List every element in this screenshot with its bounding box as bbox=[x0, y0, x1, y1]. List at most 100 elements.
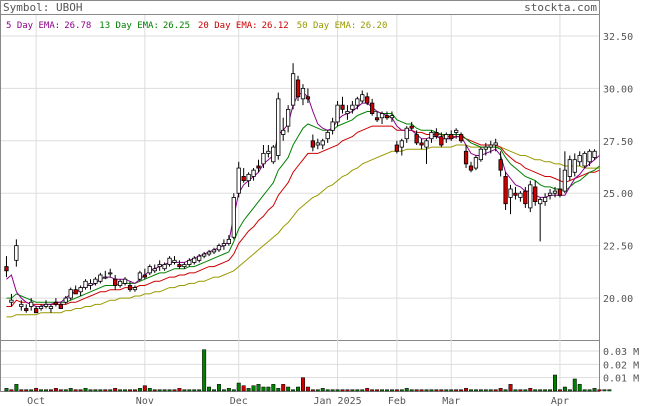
volume-bar bbox=[548, 389, 553, 392]
candle bbox=[350, 100, 355, 114]
candle bbox=[14, 239, 19, 267]
volume-bar bbox=[602, 389, 607, 392]
candle bbox=[335, 100, 340, 127]
volume-bar bbox=[300, 377, 305, 392]
candle bbox=[449, 130, 454, 141]
month-label: Mar bbox=[442, 396, 460, 406]
candle bbox=[122, 277, 128, 286]
candle-body bbox=[355, 98, 360, 106]
candle-body bbox=[167, 257, 172, 265]
candle bbox=[117, 279, 123, 288]
candle-body bbox=[43, 303, 49, 307]
candle-body bbox=[98, 274, 103, 282]
candle bbox=[137, 270, 143, 282]
candle bbox=[192, 256, 197, 265]
candle bbox=[132, 285, 138, 292]
candle bbox=[108, 268, 113, 278]
volume-bar bbox=[68, 388, 73, 392]
candle-body bbox=[557, 188, 563, 196]
candle bbox=[444, 132, 449, 143]
candle-body bbox=[216, 245, 222, 251]
volume-bar bbox=[345, 389, 350, 392]
candle-body bbox=[29, 301, 34, 307]
candle bbox=[518, 191, 523, 202]
candle-body bbox=[93, 278, 98, 284]
volume-bar bbox=[132, 389, 137, 392]
volume-bar bbox=[137, 388, 142, 392]
candle-body bbox=[226, 238, 231, 244]
volume-bar bbox=[340, 389, 345, 392]
ema-legend: 5 Day EMA: 26.78 13 Day EMA: 26.25 20 Day EM… bbox=[6, 21, 387, 31]
candle bbox=[162, 262, 167, 271]
volume-bar bbox=[212, 389, 217, 392]
volume-bar bbox=[39, 389, 44, 392]
candle bbox=[424, 138, 429, 164]
candle bbox=[394, 140, 399, 154]
volume-bar bbox=[582, 389, 587, 392]
candle bbox=[300, 84, 306, 106]
candle-body bbox=[468, 165, 474, 171]
candle bbox=[197, 254, 202, 263]
volume-bar bbox=[246, 388, 251, 392]
candle-body bbox=[483, 146, 488, 150]
volume-bar bbox=[498, 388, 503, 392]
candle-body bbox=[251, 169, 256, 177]
candle-body bbox=[58, 303, 63, 309]
candle-body bbox=[444, 134, 449, 140]
volume-bar bbox=[335, 389, 340, 392]
volume-bar bbox=[93, 389, 98, 392]
candle bbox=[315, 138, 320, 150]
candle-body bbox=[592, 150, 597, 158]
candle bbox=[523, 186, 528, 208]
volume-bar bbox=[73, 389, 78, 392]
candle-body bbox=[48, 306, 54, 309]
candle bbox=[63, 295, 68, 305]
candle-body bbox=[419, 142, 424, 146]
candle-body bbox=[246, 173, 251, 182]
candle-body bbox=[463, 150, 469, 165]
candle bbox=[577, 151, 582, 166]
candle bbox=[221, 239, 227, 250]
candle bbox=[281, 117, 286, 141]
volume-bar bbox=[380, 389, 385, 392]
volume-bar bbox=[197, 389, 202, 392]
volume-bar bbox=[399, 389, 404, 392]
candle bbox=[29, 298, 34, 311]
volume-bar bbox=[355, 389, 360, 392]
volume-bar bbox=[444, 389, 449, 392]
candle bbox=[365, 92, 370, 106]
volume-bar bbox=[83, 388, 88, 392]
volume-bar bbox=[567, 389, 572, 392]
candle-body bbox=[458, 134, 464, 142]
candle bbox=[513, 186, 518, 200]
candle bbox=[88, 279, 93, 290]
volume-bar bbox=[597, 389, 602, 392]
candle-body bbox=[414, 134, 419, 144]
candle bbox=[360, 90, 365, 104]
candle bbox=[58, 302, 63, 309]
candle bbox=[211, 247, 217, 255]
volume-bar bbox=[88, 389, 93, 392]
candle bbox=[379, 111, 385, 125]
candle-body bbox=[552, 190, 558, 194]
candle-body bbox=[330, 121, 335, 131]
volume-bar bbox=[434, 389, 439, 392]
candle bbox=[216, 243, 222, 252]
candle-body bbox=[276, 98, 281, 156]
symbol-label: Symbol: UBOH bbox=[3, 1, 82, 14]
candle bbox=[53, 298, 59, 307]
volume-bar bbox=[394, 389, 399, 392]
candle-body bbox=[231, 197, 236, 238]
volume-bar bbox=[587, 389, 592, 392]
candle bbox=[271, 145, 276, 164]
volume-bar bbox=[231, 389, 236, 392]
candle-body bbox=[202, 253, 207, 257]
candle bbox=[557, 168, 563, 198]
volume-bar bbox=[216, 384, 221, 392]
candle bbox=[295, 75, 301, 101]
candle-body bbox=[132, 287, 138, 291]
volume-bar bbox=[142, 385, 147, 392]
candle-body bbox=[508, 188, 513, 198]
candle bbox=[355, 96, 360, 110]
month-label: Oct bbox=[27, 396, 45, 406]
